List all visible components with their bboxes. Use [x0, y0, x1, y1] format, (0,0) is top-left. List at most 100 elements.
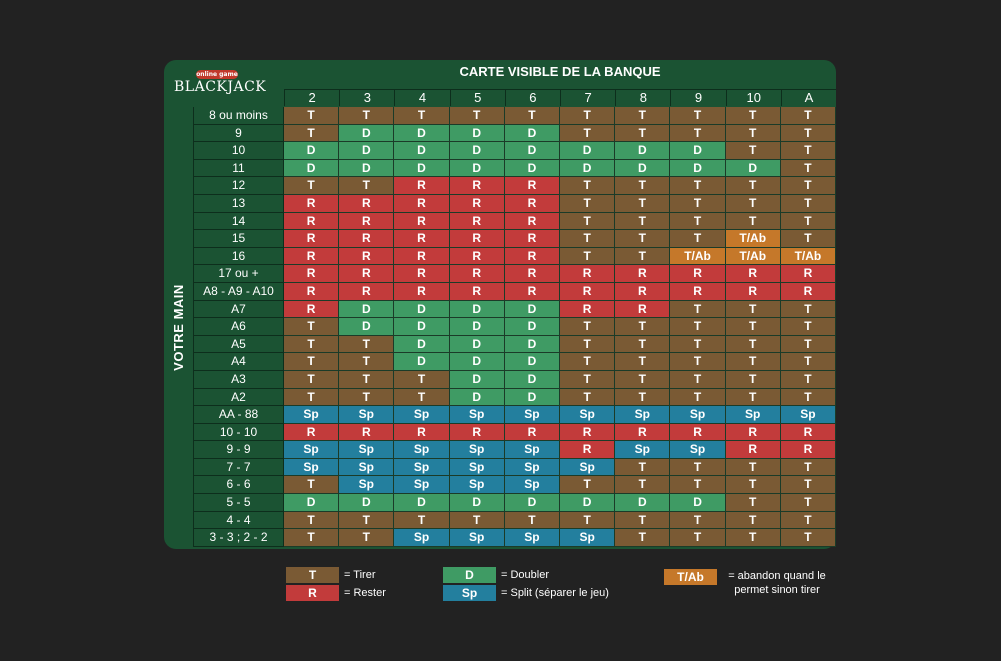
action-cell: D	[449, 370, 505, 389]
action-cell: D	[339, 142, 395, 160]
dealer-card-8: 8	[615, 89, 671, 106]
action-cell: R	[284, 423, 340, 442]
action-cell: Sp	[504, 458, 561, 477]
action-cell: D	[504, 159, 561, 178]
logo-wordmark: BLACKJACK	[174, 79, 267, 95]
action-cell: T/Ab	[725, 230, 781, 248]
action-cell: D	[449, 300, 505, 319]
action-cell: D	[670, 142, 726, 160]
hand-label: A5	[193, 335, 284, 354]
action-cell: D	[394, 300, 450, 319]
legend-text-tirer: = Tirer	[344, 569, 376, 581]
action-cell: T	[284, 511, 340, 530]
table-row: A2 T T T D D T T T T T	[193, 388, 837, 407]
action-cell: Sp	[284, 406, 340, 424]
action-cell: R	[725, 441, 781, 459]
action-cell: T	[339, 388, 395, 407]
action-cell: T	[339, 529, 395, 547]
hand-label: 11	[193, 159, 284, 178]
action-cell: Sp	[284, 458, 340, 477]
legend-text-split: = Split (séparer le jeu)	[501, 587, 609, 599]
action-cell: D	[449, 142, 505, 160]
action-cell: R	[449, 212, 505, 231]
action-cell: R	[284, 212, 340, 231]
action-cell: T	[615, 458, 671, 477]
action-cell: T	[284, 529, 340, 547]
table-row: 9 - 9 Sp Sp Sp Sp Sp R Sp Sp R R	[193, 441, 837, 459]
action-cell: T	[615, 335, 671, 354]
action-cell: R	[725, 423, 781, 442]
action-cell: T	[725, 476, 781, 495]
action-cell: D	[394, 318, 450, 336]
action-cell: T/Ab	[725, 247, 781, 266]
action-cell: T	[725, 335, 781, 354]
action-cell: T	[725, 107, 781, 125]
action-cell: T	[560, 388, 616, 407]
action-cell: R	[449, 194, 505, 213]
action-cell: Sp	[504, 406, 561, 424]
action-cell: Sp	[449, 406, 505, 424]
action-cell: D	[615, 159, 671, 178]
legend-swatch-abandon: T/Ab	[664, 569, 717, 585]
action-cell: Sp	[560, 529, 616, 547]
action-cell: R	[449, 230, 505, 248]
action-cell: R	[504, 194, 561, 213]
action-cell: T	[339, 335, 395, 354]
action-cell: D	[339, 159, 395, 178]
action-cell: Sp	[725, 406, 781, 424]
dealer-card-7: 7	[560, 89, 616, 106]
action-cell: T	[560, 353, 616, 371]
legend-abandon: T/Ab = abandon quand le permet sinon tir…	[664, 569, 832, 597]
action-cell: D	[394, 159, 450, 178]
action-cell: R	[615, 282, 671, 301]
action-cell: T	[504, 511, 561, 530]
table-row: 10 - 10 R R R R R R R R R R	[193, 423, 837, 442]
dealer-card-10: 10	[725, 89, 781, 106]
action-cell: T	[394, 370, 450, 389]
action-cell: D	[394, 335, 450, 354]
action-cell: Sp	[780, 406, 837, 424]
action-cell: T	[725, 177, 781, 195]
action-cell: T	[560, 107, 616, 125]
action-cell: T	[394, 107, 450, 125]
action-cell: D	[504, 335, 561, 354]
dealer-card-2: 2	[284, 89, 340, 106]
dealer-card-6: 6	[504, 89, 561, 106]
action-cell: T	[670, 353, 726, 371]
action-cell: T	[780, 511, 837, 530]
action-cell: T	[780, 177, 837, 195]
legend-text-rester: = Rester	[344, 587, 386, 599]
action-cell: T	[284, 318, 340, 336]
action-cell: D	[504, 318, 561, 336]
action-cell: Sp	[615, 406, 671, 424]
action-cell: R	[725, 265, 781, 283]
hand-label: 8 ou moins	[193, 107, 284, 125]
action-cell: Sp	[339, 458, 395, 477]
action-cell: Sp	[615, 441, 671, 459]
dealer-card-header: 2 3 4 5 6 7 8 9 10 A	[284, 89, 837, 106]
dealer-card-3: 3	[339, 89, 395, 106]
action-cell: Sp	[504, 441, 561, 459]
action-cell: D	[504, 388, 561, 407]
legend-swatch-split: Sp	[443, 585, 496, 601]
action-cell: T	[725, 458, 781, 477]
hand-label: A4	[193, 353, 284, 371]
action-cell: Sp	[504, 529, 561, 547]
action-cell: Sp	[670, 406, 726, 424]
action-cell: T	[284, 124, 340, 143]
table-row: A4 T T D D D T T T T T	[193, 353, 837, 371]
action-cell: Sp	[394, 458, 450, 477]
action-cell: D	[339, 494, 395, 512]
action-cell: T	[560, 212, 616, 231]
action-cell: T	[780, 142, 837, 160]
legend-tirer: T = Tirer	[286, 567, 375, 583]
action-cell: R	[339, 230, 395, 248]
legend-rester: R = Rester	[286, 585, 386, 601]
legend-swatch-doubler: D	[443, 567, 496, 583]
action-cell: T	[670, 476, 726, 495]
action-cell: T	[670, 458, 726, 477]
hand-label: A6	[193, 318, 284, 336]
action-cell: R	[284, 282, 340, 301]
action-cell: R	[394, 423, 450, 442]
action-cell: D	[394, 124, 450, 143]
